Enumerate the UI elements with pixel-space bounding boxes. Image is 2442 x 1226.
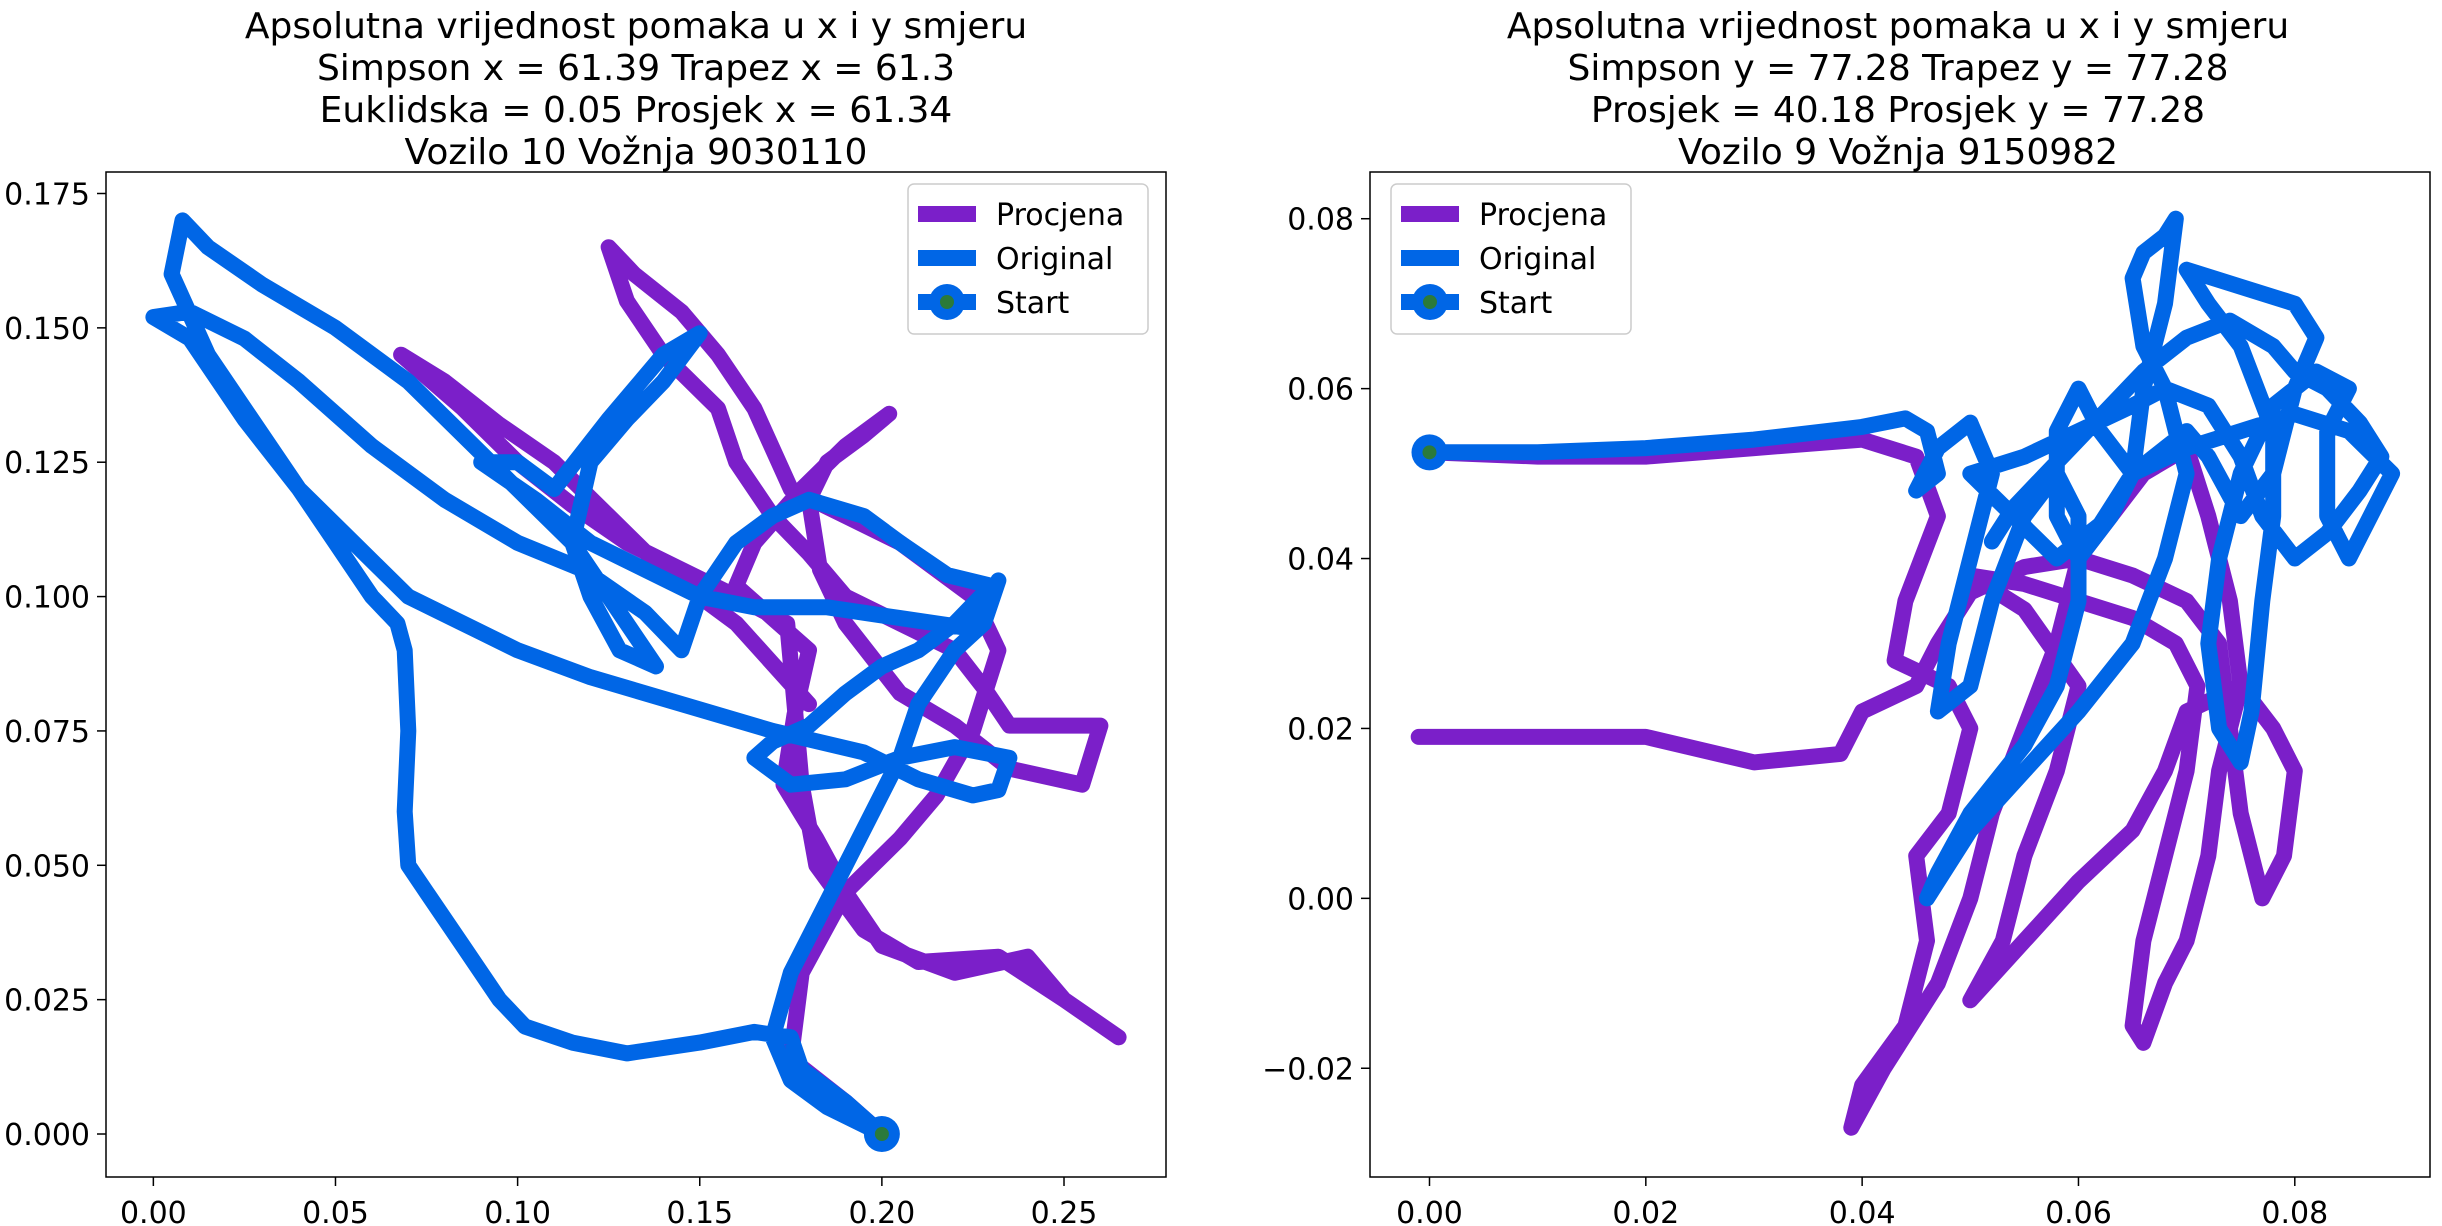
chart-left-title-line-4: Vozilo 10 Vožnja 9030110 xyxy=(405,132,868,173)
chart-right-y-tick-label: −0.02 xyxy=(1262,1052,1354,1087)
chart-right-y-tick-label: 0.00 xyxy=(1287,882,1354,917)
chart-right-title-line-2: Simpson y = 77.28 Trapez y = 77.28 xyxy=(1568,48,2229,89)
chart-right-x-tick-label: 0.02 xyxy=(1612,1196,1679,1226)
chart-right-legend-label-original: Original xyxy=(1479,242,1596,277)
chart-left-start-marker-center xyxy=(874,1127,889,1142)
chart-right-y-tick-label: 0.02 xyxy=(1287,712,1354,747)
chart-left-y-tick-label: 0.025 xyxy=(4,984,90,1019)
chart-right-x-tick-label: 0.04 xyxy=(1829,1196,1896,1226)
chart-right-x-tick-label: 0.08 xyxy=(2261,1196,2328,1226)
chart-left-legend-label-original: Original xyxy=(996,242,1113,277)
chart-right-legend-label-start: Start xyxy=(1479,286,1553,321)
chart-right-legend: Procjena Original Start xyxy=(1390,183,1632,335)
chart-right-y-tick-label: 0.06 xyxy=(1287,373,1354,408)
chart-left-legend: Procjena Original Start xyxy=(907,183,1149,335)
chart-left-y-tick-label: 0.150 xyxy=(4,312,90,347)
chart-right-title: Apsolutna vrijednost pomaka u x i y smje… xyxy=(1507,6,2289,173)
chart-left-legend-label-procjena: Procjena xyxy=(996,198,1124,233)
chart-right-series-original xyxy=(1421,210,2401,907)
chart-left-x-tick-label: 0.15 xyxy=(666,1196,733,1226)
chart-left-title: Apsolutna vrijednost pomaka u x i y smje… xyxy=(245,6,1027,173)
chart-left-x-tick-label: 0.05 xyxy=(302,1196,369,1226)
chart-left-title-line-3: Euklidska = 0.05 Prosjek x = 61.34 xyxy=(320,90,953,131)
chart-right-y-tick-label: 0.04 xyxy=(1287,543,1354,578)
chart-right-series-procjena xyxy=(1410,431,2303,1136)
chart-left-legend-label-start: Start xyxy=(996,286,1070,321)
chart-left-series-original xyxy=(145,212,1018,1142)
chart-left-y-tick-label: 0.125 xyxy=(4,446,90,481)
chart-left-y-tick-label: 0.000 xyxy=(4,1118,90,1153)
chart-left: Apsolutna vrijednost pomaka u x i y smje… xyxy=(4,6,1167,1226)
chart-right-x-tick-label: 0.06 xyxy=(2045,1196,2112,1226)
chart-right-y-tick-label: 0.08 xyxy=(1287,203,1354,238)
chart-left-x-tick-label: 0.10 xyxy=(484,1196,551,1226)
chart-left-x-tick-label: 0.00 xyxy=(120,1196,187,1226)
chart-left-axes-frame xyxy=(105,171,1167,1178)
chart-left-title-line-1: Apsolutna vrijednost pomaka u x i y smje… xyxy=(245,6,1027,47)
chart-right-x-tick-label: 0.00 xyxy=(1396,1196,1463,1226)
chart-left-x-tick-label: 0.20 xyxy=(848,1196,915,1226)
chart-left-x-tick-label: 0.25 xyxy=(1031,1196,1098,1226)
chart-left-series-procjena xyxy=(393,239,1127,1142)
chart-right-legend-start-marker-center xyxy=(1423,295,1437,309)
chart-right-title-line-3: Prosjek = 40.18 Prosjek y = 77.28 xyxy=(1591,90,2205,131)
chart-right-start-marker-center xyxy=(1422,445,1437,460)
chart-right-axes-frame xyxy=(1369,171,2431,1178)
chart-left-title-line-2: Simpson x = 61.39 Trapez x = 61.3 xyxy=(317,48,955,89)
chart-right: Apsolutna vrijednost pomaka u x i y smje… xyxy=(1262,6,2431,1226)
chart-left-y-tick-label: 0.100 xyxy=(4,581,90,616)
chart-left-y-tick-label: 0.075 xyxy=(4,715,90,750)
chart-left-legend-start-marker-center xyxy=(940,295,954,309)
chart-left-y-tick-label: 0.050 xyxy=(4,849,90,884)
chart-right-title-line-1: Apsolutna vrijednost pomaka u x i y smje… xyxy=(1507,6,2289,47)
chart-right-title-line-4: Vozilo 9 Vožnja 9150982 xyxy=(1678,132,2118,173)
chart-right-legend-label-procjena: Procjena xyxy=(1479,198,1607,233)
chart-left-y-tick-label: 0.175 xyxy=(4,177,90,212)
